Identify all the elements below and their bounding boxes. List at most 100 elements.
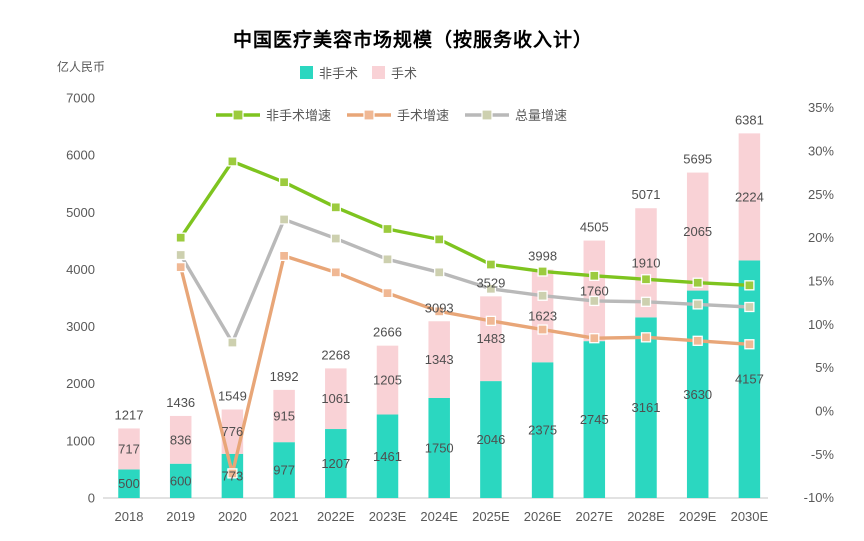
legend-swatch-icon-surgical bbox=[372, 66, 386, 79]
marker-total-growth bbox=[537, 290, 548, 301]
bar-label-non-surgical: 3630 bbox=[683, 387, 712, 402]
marker-non-surgical-growth bbox=[382, 223, 393, 235]
marker-non-surgical-growth bbox=[278, 177, 290, 188]
bar-segment-surgical bbox=[273, 389, 295, 443]
y-right-tick-label: -5% bbox=[811, 447, 835, 462]
chart-title: 中国医疗美容市场规模（按服务收入计） bbox=[232, 30, 594, 51]
y-left-tick-label: 4000 bbox=[66, 262, 95, 277]
marker-non-surgical-growth bbox=[589, 270, 600, 281]
y-right-tick-label: 15% bbox=[808, 273, 834, 288]
bar-label-surgical: 1061 bbox=[321, 391, 350, 406]
marker-total-growth bbox=[589, 295, 600, 307]
bar-segment-surgical bbox=[480, 296, 502, 382]
marker-total-growth bbox=[382, 254, 393, 265]
bar-segment-non-surgical bbox=[480, 381, 502, 498]
legend-line-sample-icon-total-growth bbox=[465, 108, 510, 121]
marker-surgical-growth bbox=[382, 287, 393, 299]
bar-label-surgical: 1483 bbox=[476, 331, 505, 346]
marker-non-surgical-growth bbox=[227, 156, 238, 167]
y-right-tick-label: -10% bbox=[804, 490, 835, 505]
marker-surgical-growth bbox=[744, 339, 755, 350]
marker-total-growth bbox=[434, 267, 445, 278]
bar-segment-surgical bbox=[118, 428, 140, 470]
y-left-tick-label: 7000 bbox=[66, 91, 95, 106]
total-label: 1436 bbox=[166, 395, 195, 410]
marker-surgical-growth bbox=[485, 315, 497, 327]
marker-non-surgical-growth bbox=[640, 274, 652, 285]
legend-label-non-surgical-growth: 非手术增速 bbox=[266, 108, 332, 123]
legend-item-non-surgical: 非手术 bbox=[300, 63, 358, 82]
bar-segment-non-surgical bbox=[169, 463, 192, 498]
marker-total-growth bbox=[485, 283, 497, 294]
y-right-tick-label: 5% bbox=[815, 360, 834, 375]
marker-non-surgical-growth bbox=[485, 259, 497, 270]
bar-segment-surgical bbox=[325, 368, 347, 430]
bar-label-surgical: 776 bbox=[222, 424, 244, 439]
y-left-tick-label: 2000 bbox=[66, 376, 95, 391]
legend-line-sample-icon-surgical-growth bbox=[347, 108, 392, 121]
total-label: 3529 bbox=[476, 275, 505, 290]
total-label: 5695 bbox=[683, 152, 712, 167]
marker-non-surgical-growth bbox=[744, 280, 755, 291]
bar-segment-surgical bbox=[376, 345, 399, 415]
bar-segment-non-surgical bbox=[273, 442, 295, 498]
bar-label-non-surgical: 500 bbox=[118, 476, 140, 491]
left-axis-unit-label: 亿人民币 bbox=[57, 60, 106, 74]
bar-label-surgical: 836 bbox=[170, 432, 192, 447]
y-left-tick-label: 3000 bbox=[66, 319, 95, 334]
legend-item-total-growth: 总量增速 bbox=[465, 105, 567, 124]
bar-label-surgical: 2224 bbox=[735, 189, 764, 204]
legend-item-surgical-growth: 手术增速 bbox=[347, 105, 449, 124]
legend-label-total-growth: 总量增速 bbox=[515, 108, 568, 123]
y-left-tick-label: 1000 bbox=[66, 433, 95, 448]
bar-segment-non-surgical bbox=[531, 362, 554, 498]
bar-label-non-surgical: 2375 bbox=[528, 423, 557, 438]
x-tick-label: 2022E bbox=[317, 509, 355, 524]
bar-label-non-surgical: 1461 bbox=[373, 449, 402, 464]
legend-item-surgical: 手术 bbox=[372, 63, 417, 82]
marker-non-surgical-growth bbox=[537, 266, 548, 277]
bar-label-surgical: 1343 bbox=[425, 352, 454, 367]
marker-total-growth bbox=[175, 249, 186, 261]
bar-segment-non-surgical bbox=[376, 414, 399, 498]
x-tick-label: 2030E bbox=[731, 509, 769, 524]
marker-total-growth bbox=[330, 233, 341, 244]
legend-label-surgical-growth: 手术增速 bbox=[397, 108, 450, 123]
legend-item-non-surgical-growth: 非手术增速 bbox=[216, 105, 331, 124]
bar-label-non-surgical: 2046 bbox=[476, 432, 505, 447]
total-label: 2268 bbox=[321, 347, 350, 362]
marker-surgical-growth bbox=[330, 267, 341, 278]
marker-total-growth bbox=[640, 296, 652, 307]
x-tick-label: 2027E bbox=[576, 509, 614, 524]
total-label: 3998 bbox=[528, 249, 557, 264]
bar-segment-surgical bbox=[221, 409, 244, 454]
legend-label-non-surgical: 非手术 bbox=[319, 66, 359, 81]
bar-label-surgical: 1910 bbox=[632, 255, 661, 270]
bar-label-surgical: 2065 bbox=[683, 224, 712, 239]
marker-surgical-growth bbox=[434, 306, 445, 317]
marker-total-growth bbox=[692, 299, 703, 310]
bar-label-surgical: 1205 bbox=[373, 373, 402, 388]
bar-segment-surgical bbox=[635, 208, 657, 318]
marker-surgical-growth bbox=[640, 332, 652, 343]
bar-label-non-surgical: 1750 bbox=[425, 441, 454, 456]
total-label: 6381 bbox=[735, 112, 764, 127]
legend-line-sample-icon-non-surgical-growth bbox=[216, 108, 260, 121]
total-label: 2666 bbox=[373, 325, 402, 340]
bar-legend: 非手术 手术 bbox=[300, 63, 417, 82]
marker-surgical-growth bbox=[278, 250, 290, 262]
marker-non-surgical-growth bbox=[692, 277, 703, 288]
bar-label-surgical: 1760 bbox=[580, 283, 609, 298]
x-tick-label: 2023E bbox=[369, 509, 407, 524]
marker-total-growth bbox=[278, 214, 290, 225]
bar-segment-non-surgical bbox=[635, 317, 657, 498]
marker-non-surgical-growth bbox=[434, 234, 445, 245]
y-right-tick-label: 20% bbox=[808, 230, 834, 245]
marker-non-surgical-growth bbox=[175, 232, 186, 243]
bar-label-surgical: 1623 bbox=[528, 308, 557, 323]
total-label: 1549 bbox=[218, 388, 247, 403]
y-right-tick-label: 25% bbox=[808, 187, 834, 202]
total-label: 1217 bbox=[115, 407, 144, 422]
x-tick-label: 2025E bbox=[472, 509, 510, 524]
legend-label-surgical: 手术 bbox=[391, 66, 418, 81]
